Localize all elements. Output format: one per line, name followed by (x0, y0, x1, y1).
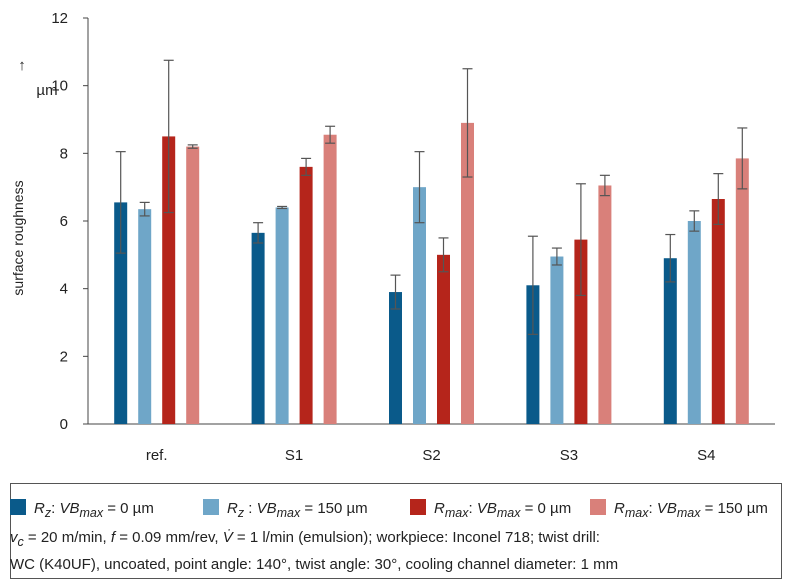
y-tick-label: 6 (60, 213, 68, 230)
legend-symbol: R (227, 500, 238, 517)
y-tick-label: 4 (60, 281, 68, 298)
legend-separator: : (51, 500, 56, 517)
bar (711, 199, 725, 424)
bar (389, 292, 402, 424)
legend-vb: VB (59, 500, 80, 517)
legend-separator: : (648, 500, 653, 517)
note-v-value: = 20 m/min, (23, 529, 111, 546)
y-axis-title: surface roughness (10, 180, 26, 295)
legend-value: = 150 µm (700, 500, 768, 517)
note-f-value: = 0.09 mm/rev, (115, 529, 223, 546)
legend-vb-subscript: max (276, 506, 301, 520)
legend-item-rz-vb0: Rz: VBmax = 0 µm (10, 499, 154, 520)
legend-swatch (10, 499, 26, 515)
bar (663, 258, 677, 424)
y-tick-label: 12 (51, 10, 68, 27)
bar (186, 146, 200, 425)
x-tick-label: S4 (697, 447, 715, 464)
bar (162, 136, 176, 424)
x-tick-label: ref. (146, 447, 168, 464)
legend-separator: : (468, 500, 473, 517)
legend-vb-subscript: max (676, 506, 701, 520)
bar (251, 232, 265, 424)
y-axis-arrow: ↑ (18, 57, 26, 74)
legend-item-rmax-vb0: Rmax: VBmax = 0 µm (410, 499, 571, 520)
process-conditions-line2: WC (K40UF), uncoated, point angle: 140°,… (10, 556, 619, 573)
legend-subscript: z (237, 506, 245, 520)
legend-subscript: max (444, 506, 469, 520)
legend-swatch (203, 499, 219, 515)
note-flow-symbol: V̇ (222, 529, 233, 546)
y-tick-label: 2 (60, 348, 68, 365)
legend-separator: : (244, 500, 253, 517)
x-tick-label: S1 (285, 447, 303, 464)
note-v-subscript: c (17, 535, 24, 549)
y-tick-label: 8 (60, 145, 68, 162)
note-v-symbol: v (10, 529, 18, 546)
bar-chart: 0 2 4 6 8 10 12 surface roughness ↑ µm ref. S1 S2 S3 S… (10, 10, 775, 464)
legend-row: Rz: VBmax = 0 µm Rz : VBmax = 150 µm Rma… (10, 499, 782, 520)
bar (550, 256, 564, 424)
y-tick-label: 10 (51, 78, 68, 95)
legend-swatch (410, 499, 426, 515)
legend-vb-subscript: max (496, 506, 521, 520)
legend-value: = 150 µm (300, 500, 368, 517)
legend-subscript: z (44, 506, 52, 520)
legend-vb-subscript: max (79, 506, 104, 520)
bar (275, 207, 289, 424)
bar (413, 187, 426, 424)
legend-value: = 0 µm (103, 500, 154, 517)
legend-swatch (590, 499, 606, 515)
legend-item-rmax-vb150: Rmax: VBmax = 150 µm (590, 499, 768, 520)
legend-box (10, 483, 782, 579)
bar (299, 166, 313, 424)
bar (138, 209, 152, 424)
bar (526, 285, 540, 424)
bar (574, 239, 588, 424)
y-tick-label: 0 (60, 416, 68, 433)
legend-vb: VB (256, 500, 277, 517)
note-f-symbol: f (110, 529, 116, 546)
legend-subscript: max (624, 506, 649, 520)
legend-vb: VB (656, 500, 677, 517)
legend-symbol: R (34, 500, 45, 517)
process-conditions-line1: vc = 20 m/min, f = 0.09 mm/rev, V̇ = 1 l… (10, 529, 600, 549)
x-tick-label: S3 (560, 447, 578, 464)
bar (687, 221, 701, 424)
y-axis-unit: µm (36, 82, 57, 99)
note-rest: = 1 l/min (emulsion); workpiece: Inconel… (232, 529, 600, 546)
bar (461, 122, 474, 424)
bar (114, 202, 128, 424)
bar (437, 254, 450, 424)
bar (735, 158, 749, 425)
bar (323, 134, 337, 424)
legend-symbol: R (614, 500, 625, 517)
bar (598, 185, 612, 424)
legend-symbol: R (434, 500, 445, 517)
legend-item-rz-vb150: Rz : VBmax = 150 µm (203, 499, 368, 520)
x-tick-label: S2 (422, 447, 440, 464)
legend-vb: VB (476, 500, 497, 517)
legend-value: = 0 µm (520, 500, 572, 517)
